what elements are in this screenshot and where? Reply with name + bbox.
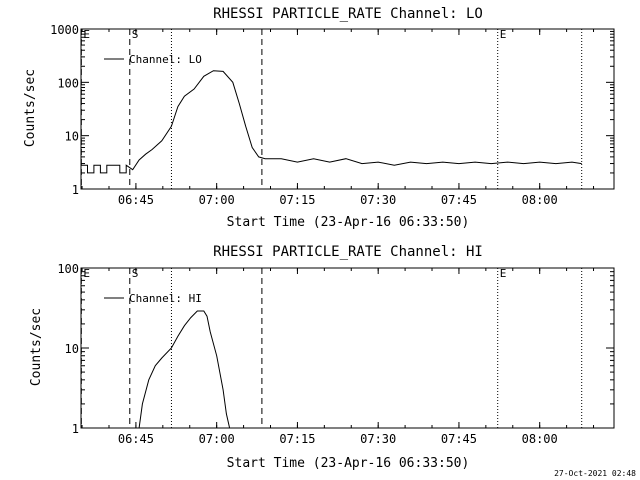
series-line <box>138 310 231 429</box>
x-tick-label: 07:30 <box>360 193 396 207</box>
marker-label: E <box>83 267 90 280</box>
x-tick-label: 08:00 <box>522 193 558 207</box>
marker-label: S <box>132 267 139 280</box>
y-tick-label: 1 <box>72 183 79 197</box>
y-axis-label: Counts/sec <box>29 308 44 386</box>
x-axis-label: Start Time (23-Apr-16 06:33:50) <box>227 456 470 471</box>
date-stamp: 27-Oct-2021 02:48 <box>554 469 636 478</box>
x-tick-label: 07:00 <box>199 193 235 207</box>
y-axis-label: Counts/sec <box>23 69 38 147</box>
y-tick-label: 10 <box>65 130 79 144</box>
y-tick-label: 1 <box>72 422 79 436</box>
legend-label: Channel: HI <box>129 292 202 305</box>
x-tick-label: 07:30 <box>360 432 396 446</box>
chart-panel-hi: RHESSI PARTICLE_RATE Channel: HI Start T… <box>29 244 615 471</box>
marker-label: S <box>132 28 139 41</box>
x-tick-label: 06:45 <box>118 193 154 207</box>
x-tick-label: 06:45 <box>118 432 154 446</box>
chart-title: RHESSI PARTICLE_RATE Channel: LO <box>213 6 483 22</box>
chart-title: RHESSI PARTICLE_RATE Channel: HI <box>213 244 483 260</box>
y-tick-label: 100 <box>57 262 79 276</box>
chart-panel-lo: RHESSI PARTICLE_RATE Channel: LO Start T… <box>23 6 615 230</box>
x-tick-label: 07:15 <box>279 432 315 446</box>
marker-label: E <box>83 28 90 41</box>
x-axis-label: Start Time (23-Apr-16 06:33:50) <box>227 215 470 230</box>
series-line <box>81 70 582 174</box>
legend-label: Channel: LO <box>129 53 202 66</box>
marker-label: E <box>500 28 507 41</box>
y-tick-label: 10 <box>65 342 79 356</box>
x-tick-label: 07:00 <box>199 432 235 446</box>
x-tick-label: 07:45 <box>441 432 477 446</box>
y-tick-label: 1000 <box>50 23 79 37</box>
marker-label: E <box>500 267 507 280</box>
x-tick-label: 07:15 <box>279 193 315 207</box>
y-tick-label: 100 <box>57 76 79 90</box>
x-tick-label: 08:00 <box>522 432 558 446</box>
x-tick-label: 07:45 <box>441 193 477 207</box>
